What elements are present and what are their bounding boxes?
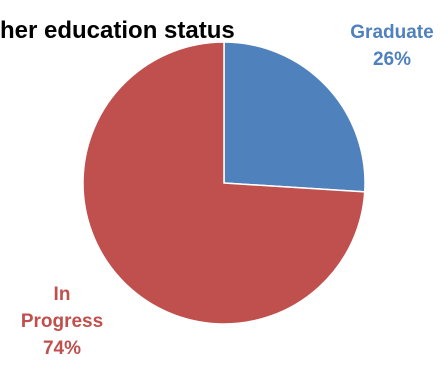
data-label-graduate: Graduate 26% [350, 22, 433, 70]
data-label-in-progress: In Progress 74% [21, 284, 103, 359]
pie-slice-in-progress [82, 41, 366, 325]
data-label-category: Graduate [350, 22, 433, 43]
chart-title: her education status [0, 17, 235, 44]
data-label-value: 26% [373, 49, 411, 70]
data-label-category: In [54, 284, 71, 305]
pie-data-labels: Graduate 26% In Progress 74% [21, 22, 434, 359]
data-label-category: Progress [21, 311, 103, 332]
data-label-value: 74% [43, 338, 81, 359]
pie-slices [82, 41, 366, 325]
pie-slice-graduate [223, 41, 366, 193]
